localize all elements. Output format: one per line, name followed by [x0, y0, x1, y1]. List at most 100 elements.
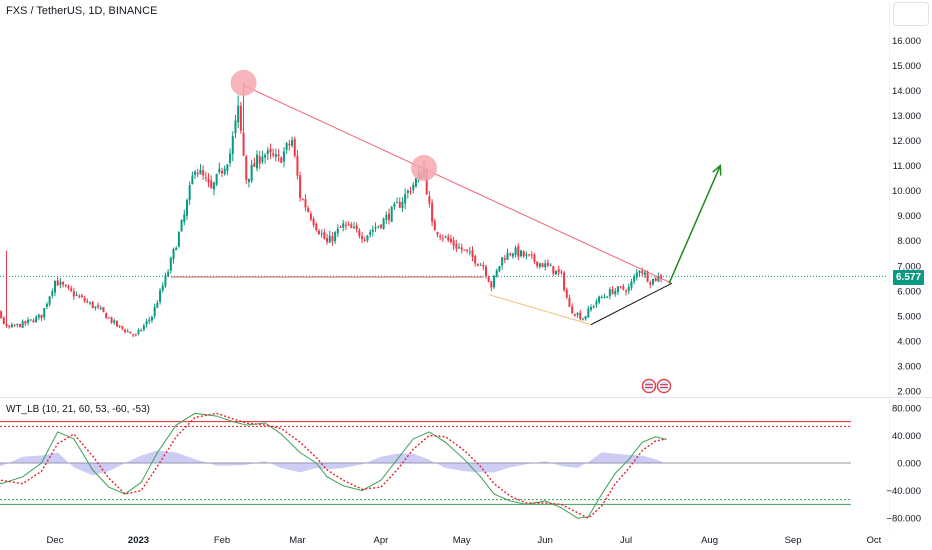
candle-body [99, 307, 102, 309]
chart-settings-button[interactable] [893, 2, 929, 26]
candle-body [352, 226, 355, 228]
candle-body [509, 253, 512, 255]
price-tick-label: 11.000 [893, 161, 921, 172]
candle-body [118, 325, 121, 327]
candle-body [630, 281, 633, 288]
candles-group[interactable] [0, 82, 663, 338]
candle-body [304, 199, 307, 208]
candle-body [231, 135, 234, 155]
candle-body [366, 235, 369, 241]
candle-body [514, 247, 517, 255]
candle-body [56, 280, 59, 286]
candle-body [476, 263, 479, 266]
candle-body [584, 316, 587, 319]
falling-support-line[interactable] [488, 294, 592, 326]
indicator-tick-label: 80.000 [892, 403, 921, 414]
candle-body [280, 157, 283, 163]
candle-body [646, 271, 649, 282]
candle-body [210, 180, 213, 188]
time-tick-label: 2023 [128, 535, 149, 546]
candle-body [296, 155, 299, 176]
candle-body [458, 247, 461, 249]
time-tick-label: May [453, 535, 471, 546]
candle-body [309, 213, 312, 220]
candle-body [361, 236, 364, 240]
candle-body [608, 289, 611, 297]
price-tick-label: 9.000 [897, 211, 921, 222]
candle-body [129, 331, 132, 334]
candle-body [326, 238, 329, 243]
candle-body [202, 170, 205, 176]
candle-body [581, 319, 584, 321]
candle-body [75, 294, 78, 296]
candle-body [27, 319, 30, 323]
candle-body [10, 324, 13, 328]
event-flag-icon[interactable] [641, 378, 657, 394]
candle-body [444, 236, 447, 238]
candle-body [590, 307, 593, 310]
candle-body [390, 206, 393, 222]
breakout-arrow-head [712, 163, 722, 176]
candle-body [393, 203, 396, 207]
pivot-marker[interactable] [411, 155, 438, 182]
candle-body [331, 236, 334, 242]
candle-body [388, 213, 390, 221]
candle-body [72, 291, 75, 297]
candle-body [503, 258, 506, 261]
candle-body [525, 254, 528, 256]
candle-body [169, 258, 172, 271]
price-tick-label: 3.000 [897, 361, 921, 372]
candle-body [549, 264, 552, 266]
candle-body [433, 220, 436, 231]
price-tick-label: 8.000 [897, 236, 921, 247]
candle-body [64, 285, 67, 287]
candle-body [266, 150, 269, 154]
candle-body [436, 232, 439, 235]
candle-body [320, 233, 323, 235]
candle-body [137, 330, 140, 334]
wt-fast-line[interactable] [0, 412, 667, 519]
candle-body [493, 275, 496, 288]
candle-body [0, 311, 3, 318]
pivot-marker[interactable] [230, 69, 257, 96]
candle-body [431, 202, 434, 222]
candle-body [59, 281, 62, 285]
candle-body [2, 317, 5, 324]
candle-body [592, 305, 595, 307]
time-tick-label: Oct [866, 535, 881, 546]
candle-body [587, 308, 590, 318]
candle-body [89, 302, 92, 304]
descending-resistance-line[interactable] [243, 84, 673, 284]
candle-body [115, 320, 118, 327]
candle-body [573, 313, 576, 316]
candle-body [571, 306, 574, 314]
candle-body [250, 164, 253, 181]
candle-body [468, 251, 471, 253]
candle-body [404, 194, 407, 204]
candle-body [188, 185, 191, 200]
candle-body [172, 248, 175, 260]
candle-body [428, 196, 431, 204]
candle-body [344, 224, 347, 226]
candle-body [595, 301, 598, 305]
candle-body [234, 120, 237, 134]
event-flag-icon[interactable] [656, 378, 672, 394]
candle-body [363, 239, 366, 241]
candle-body [86, 301, 89, 303]
candle-body [285, 143, 288, 150]
candle-body [70, 288, 73, 291]
wt-slow-line[interactable] [0, 412, 667, 520]
candle-body [223, 168, 226, 175]
price-tick-label: 5.000 [897, 311, 921, 322]
candle-body [557, 269, 560, 273]
candle-body [506, 252, 509, 260]
candle-body [221, 170, 223, 174]
candle-body [97, 305, 100, 308]
rising-support-line[interactable] [590, 282, 673, 326]
time-tick-label: Feb [214, 535, 230, 546]
candle-body [5, 323, 8, 327]
breakout-arrow[interactable] [668, 165, 721, 284]
candle-body [536, 261, 539, 267]
candle-body [498, 266, 501, 272]
